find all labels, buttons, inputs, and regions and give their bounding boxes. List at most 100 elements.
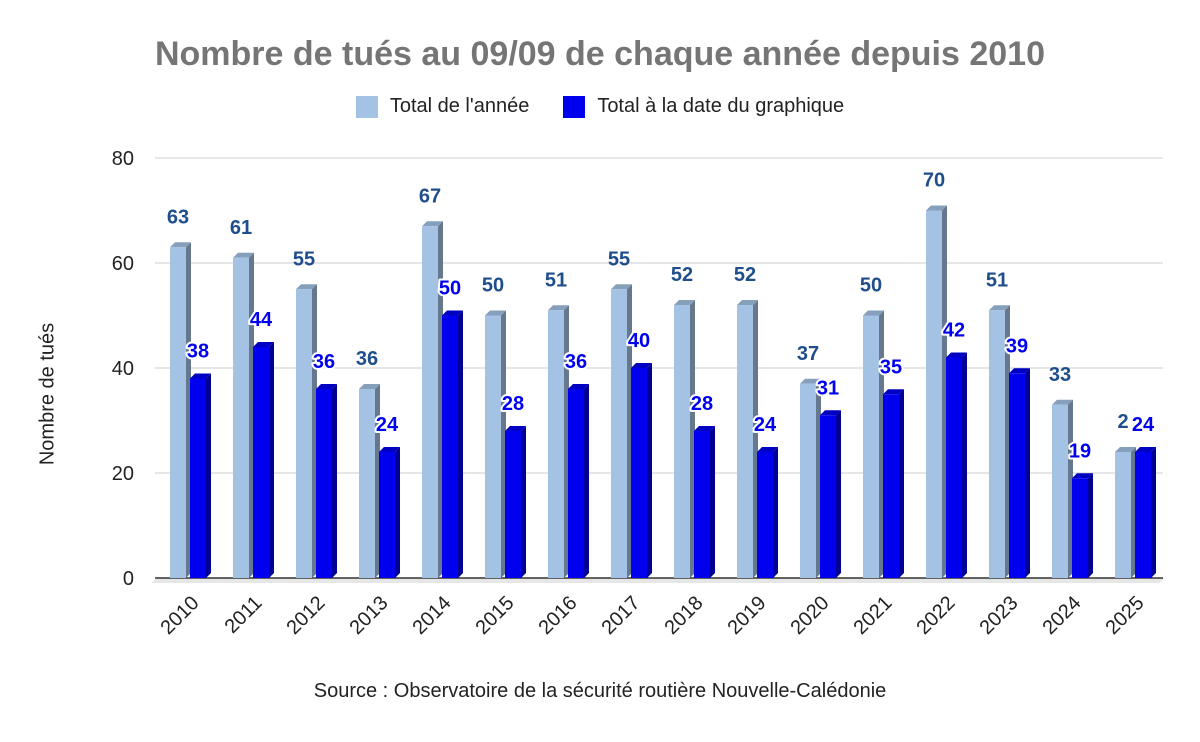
bar-total-annee-side — [879, 310, 884, 578]
data-label-total-annee: 61 — [230, 217, 252, 239]
bar-total-annee-top — [422, 221, 443, 227]
bar-total-annee — [611, 289, 627, 578]
bar-total-annee — [800, 383, 816, 578]
legend-swatch-total-annee — [355, 95, 378, 118]
bar-total-annee — [548, 310, 564, 578]
chart-floor — [151, 578, 1165, 583]
x-tick-label: 2021 — [850, 592, 897, 639]
bar-total-annee — [233, 257, 249, 578]
bar-total-date-top — [694, 426, 715, 431]
bar-total-date-side — [458, 310, 463, 578]
bar-total-date-top — [883, 389, 904, 395]
bar-total-date-side — [1025, 368, 1030, 578]
legend-item-total-date: Total à la date du graphique — [563, 95, 844, 118]
bar-total-annee-top — [800, 378, 821, 384]
bar-total-annee-side — [1068, 399, 1073, 578]
data-label-total-annee: 33 — [1049, 364, 1071, 386]
x-tick-label: 2019 — [724, 592, 771, 639]
bar-total-annee-top — [485, 310, 506, 316]
bar-total-date-side — [647, 363, 652, 578]
bar-total-annee-top — [611, 284, 632, 290]
x-tick-label: 2011 — [221, 592, 267, 638]
bar-total-date-side — [332, 384, 337, 578]
bar-total-annee — [737, 305, 753, 578]
data-label-total-date: 40 — [628, 330, 650, 352]
bar-total-annee — [863, 315, 879, 578]
bar-total-date-side — [773, 447, 778, 578]
bar-total-date-side — [395, 447, 400, 578]
data-label-total-date: 42 — [943, 320, 965, 342]
bar-total-date-side — [836, 410, 841, 578]
bar-total-date-top — [379, 447, 400, 452]
bar-total-date — [1072, 478, 1088, 578]
legend-swatch-total-date — [563, 95, 586, 118]
bar-total-annee — [926, 210, 942, 578]
bar-total-annee — [1052, 404, 1068, 578]
bar-total-date-side — [269, 342, 274, 578]
bar-total-annee-side — [375, 384, 380, 578]
x-tick-label: 2015 — [472, 592, 519, 639]
data-label-total-date: 36 — [565, 351, 587, 373]
y-tick-label: 40 — [112, 358, 134, 380]
bar-total-date-side — [899, 389, 904, 578]
data-label-total-annee: 2 — [1117, 411, 1128, 433]
source-note: Source : Observatoire de la sécurité rou… — [313, 680, 887, 702]
data-label-total-date: 36 — [313, 351, 335, 373]
bar-total-date — [253, 347, 269, 578]
bar-total-date-top — [442, 310, 463, 316]
bar-total-annee-top — [926, 205, 947, 211]
data-label-total-date: 39 — [1006, 335, 1028, 357]
x-tick-label: 2024 — [1039, 592, 1086, 639]
bar-total-annee-top — [863, 310, 884, 316]
data-label-total-date: 28 — [502, 393, 524, 415]
bar-total-date — [694, 431, 710, 578]
x-tick-label: 2016 — [535, 592, 582, 639]
data-label-total-annee: 51 — [986, 269, 1008, 291]
bar-total-date-top — [631, 363, 652, 368]
data-label-total-annee: 50 — [860, 275, 882, 297]
bar-total-annee-side — [312, 284, 317, 578]
bar-total-date — [379, 452, 395, 578]
y-tick-label: 60 — [112, 253, 134, 275]
bar-total-annee — [1115, 452, 1131, 578]
bar-total-date — [946, 357, 962, 578]
data-label-total-annee: 52 — [671, 264, 693, 286]
bar-total-annee-top — [1052, 399, 1073, 405]
bar-total-annee-top — [233, 252, 254, 258]
bar-total-date-top — [757, 447, 778, 452]
bar-total-annee-top — [674, 300, 695, 305]
y-axis-label: Nombre de tués — [36, 322, 59, 466]
bar-total-date-side — [206, 373, 211, 578]
bar-total-annee-side — [1131, 447, 1136, 578]
bar-total-annee-side — [816, 378, 821, 578]
bar-total-date-top — [505, 426, 526, 431]
legend-label-total-annee: Total de l'année — [389, 95, 530, 117]
bar-total-annee — [485, 315, 501, 578]
bar-total-annee-side — [627, 284, 632, 578]
bar-total-annee-side — [186, 242, 191, 578]
x-tick-label: 2025 — [1102, 592, 1149, 639]
y-tick-label: 20 — [112, 463, 134, 485]
y-tick-label: 80 — [112, 148, 134, 170]
legend: Total de l'année Total à la date du grap… — [0, 95, 1200, 118]
x-tick-label: 2023 — [976, 592, 1023, 639]
data-label-total-date: 24 — [1132, 414, 1155, 436]
bar-total-date-top — [1072, 473, 1093, 479]
legend-label-total-date: Total à la date du graphique — [597, 95, 845, 117]
bar-total-annee-side — [942, 205, 947, 578]
bar-total-date — [316, 389, 332, 578]
data-label-total-annee: 67 — [419, 185, 441, 207]
bar-total-date — [883, 394, 899, 578]
data-label-total-date: 35 — [880, 356, 902, 378]
bar-total-date — [757, 452, 773, 578]
bar-total-annee-side — [438, 221, 443, 578]
bar-total-annee — [989, 310, 1005, 578]
bar-total-date-top — [253, 342, 274, 347]
chart-title: Nombre de tués au 09/09 de chaque année … — [154, 35, 1045, 73]
bar-total-annee — [296, 289, 312, 578]
data-label-total-date: 31 — [817, 377, 839, 399]
bar-total-annee-side — [753, 300, 758, 578]
bar-total-annee — [674, 305, 690, 578]
bar-total-date — [1135, 452, 1151, 578]
